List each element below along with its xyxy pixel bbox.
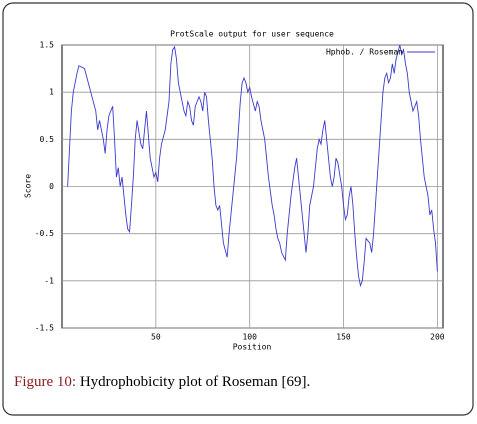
caption-text: Hydrophobicity plot of Roseman [69]. (80, 374, 310, 390)
y-tick-label: 0.5 (40, 135, 55, 144)
y-tick-label: 0 (49, 182, 54, 191)
x-tick-label: 100 (242, 333, 257, 342)
chart-title: ProtScale output for user sequence (170, 30, 334, 39)
x-axis-label: Position (233, 343, 272, 352)
y-axis-label: Score (24, 174, 33, 198)
x-tick-label: 200 (430, 333, 445, 342)
data-line (67, 44, 438, 288)
y-tick-label: 1 (49, 88, 54, 97)
y-tick-label: -0.5 (35, 229, 54, 238)
legend-label: Hphob. / Roseman (326, 48, 403, 57)
x-tick-label: 50 (151, 333, 161, 342)
caption-label: Figure 10: (14, 374, 76, 390)
y-tick-label: 1.5 (40, 41, 55, 50)
x-tick-label: 150 (336, 333, 351, 342)
caption: Figure 10: Hydrophobicity plot of Rosema… (14, 374, 310, 390)
y-tick-label: -1 (44, 276, 54, 285)
y-tick-label: -1.5 (35, 324, 54, 333)
